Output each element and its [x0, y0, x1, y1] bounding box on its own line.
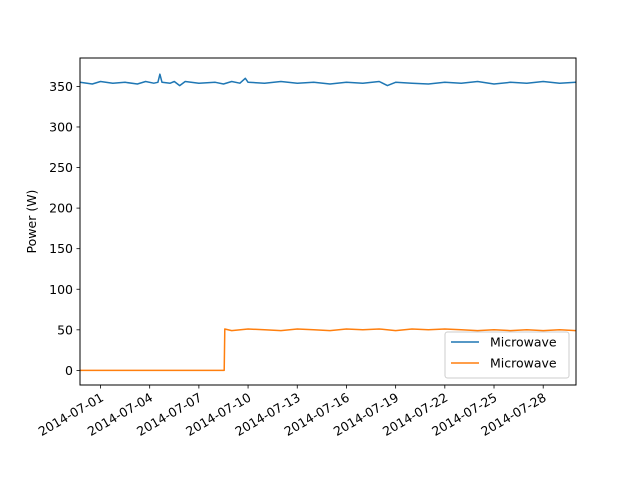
- legend-box: [444, 331, 570, 379]
- x-axis-ticks: 2014-07-012014-07-042014-07-072014-07-10…: [36, 385, 549, 439]
- y-tick-label: 200: [49, 201, 73, 216]
- y-axis-label: Power (W): [24, 190, 39, 254]
- plot-frame: [79, 57, 577, 386]
- legend: Microwave Microwave: [444, 331, 570, 379]
- y-tick-label: 250: [49, 160, 73, 175]
- series-line-0: [79, 73, 577, 87]
- y-tick-label: 350: [49, 79, 73, 94]
- y-tick-label: 50: [57, 322, 73, 337]
- y-tick-label: 0: [65, 363, 73, 378]
- y-tick-label: 300: [49, 119, 73, 134]
- y-tick-label: 150: [49, 241, 73, 256]
- y-axis-ticks: 0 50 100 150 200 250 300 350: [49, 79, 80, 378]
- legend-label-0: Microwave: [490, 335, 557, 350]
- series-layer: [79, 73, 577, 372]
- series-line-1: [80, 328, 577, 372]
- legend-label-1: Microwave: [490, 356, 557, 371]
- y-tick-label: 100: [49, 282, 73, 297]
